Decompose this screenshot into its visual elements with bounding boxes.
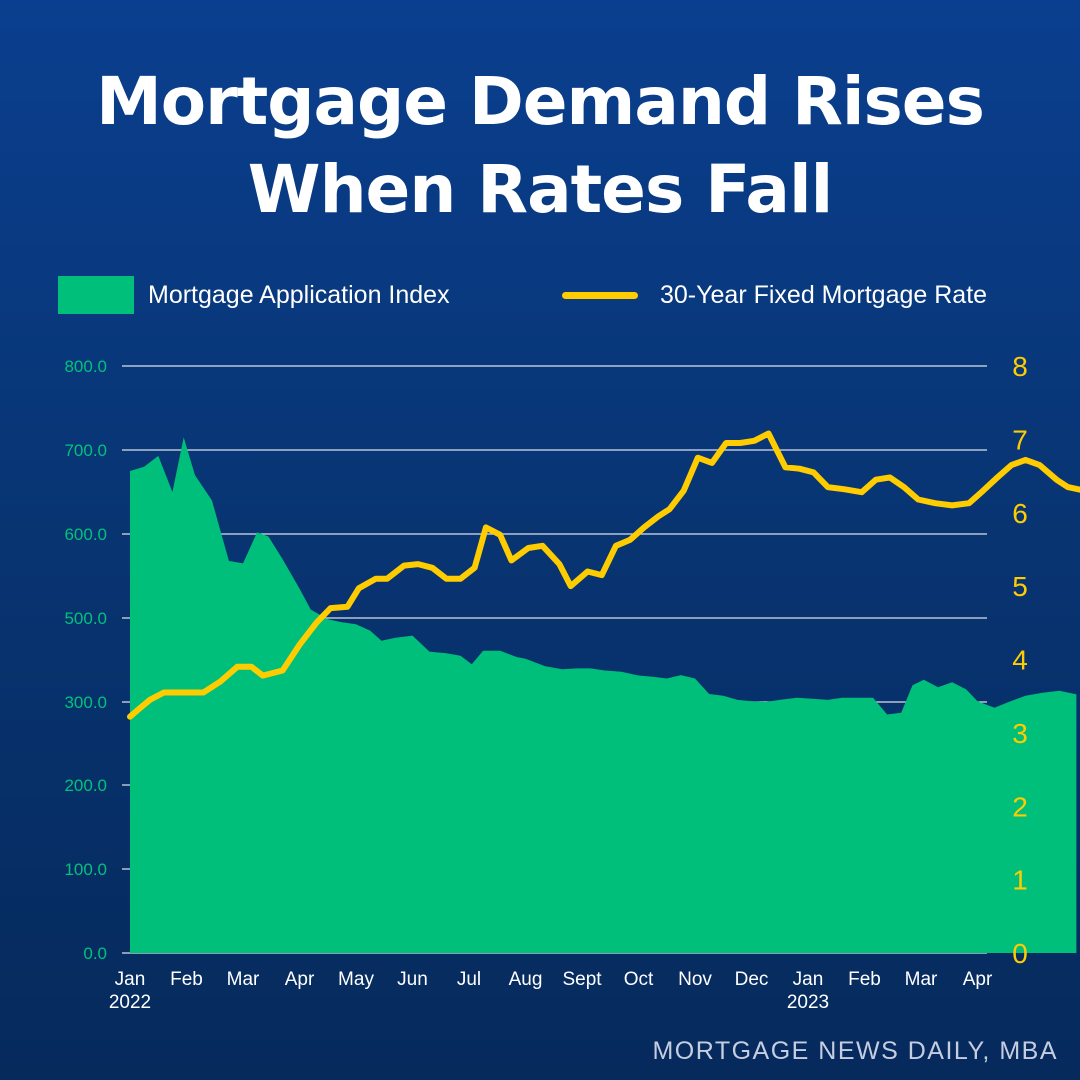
x-tick-label: Oct [624,969,654,990]
x-tick-label: Mar [905,969,938,990]
x-axis-ticks: Jan Feb Mar Apr May Jun Jul Aug Sept Oct Nov Dec Jan… [109,969,993,1013]
right-tick-label: 6 [1012,498,1028,529]
right-tick-label: 7 [1012,424,1028,455]
right-tick-label: 0 [1012,938,1028,969]
index-area-layer [130,437,1077,953]
x-tick-label: Jul [457,969,481,990]
left-tick-label: 600.0 [64,525,107,544]
left-tick-label: 0.0 [83,944,107,963]
left-axis-ticks: 0.0 100.0 200.0 300.0 500.0 600.0 700.0 800.0 [64,357,107,963]
right-tick-label: 8 [1012,351,1028,382]
rate-line-layer [127,430,1080,720]
x-tick-label: Feb [170,969,203,990]
x-year-label: 2023 [787,992,829,1013]
x-tick-label: Jan [793,969,824,990]
x-tick-label: Jun [397,969,428,990]
chart-title: Mortgage Demand Rises When Rates Fall [0,58,1080,234]
right-tick-label: 2 [1012,791,1028,822]
right-axis-ticks: 0 1 2 3 4 5 6 7 8 [1012,351,1028,969]
right-tick-label: 3 [1012,718,1028,749]
right-tick-label: 1 [1012,865,1028,896]
source-credit: MORTGAGE NEWS DAILY, MBA [652,1037,1058,1065]
right-tick-label: 4 [1012,645,1028,676]
left-tick-label: 100.0 [64,860,107,879]
right-tick-label: 5 [1012,571,1028,602]
legend-label-rate: 30-Year Fixed Mortgage Rate [660,280,988,309]
x-tick-label: Dec [735,969,769,990]
x-year-label: 2022 [109,992,151,1013]
x-tick-label: Nov [678,969,712,990]
x-tick-label: May [338,969,374,990]
x-tick-label: Sept [562,969,602,990]
left-tick-label: 700.0 [64,441,107,460]
legend-label-index: Mortgage Application Index [148,280,450,309]
legend-swatch-index [58,276,134,314]
index-area [130,437,1077,953]
legend: Mortgage Application Index 30-Year Fixed… [0,272,1080,322]
rate-line [127,430,1080,720]
x-tick-label: Mar [227,969,260,990]
left-tick-label: 200.0 [64,776,107,795]
title-line-2: When Rates Fall [247,151,833,228]
legend-item-index: Mortgage Application Index [58,272,450,318]
left-tick-label: 800.0 [64,357,107,376]
legend-swatch-rate [562,291,638,299]
left-tick-label: 500.0 [64,609,107,628]
x-tick-label: Aug [509,969,543,990]
title-line-1: Mortgage Demand Rises [96,63,985,140]
left-tick-label: 300.0 [64,693,107,712]
x-tick-label: Jan [115,969,146,990]
legend-item-rate: 30-Year Fixed Mortgage Rate [562,272,987,318]
x-tick-label: Apr [285,969,315,990]
x-tick-label: Apr [963,969,993,990]
x-tick-label: Feb [848,969,881,990]
